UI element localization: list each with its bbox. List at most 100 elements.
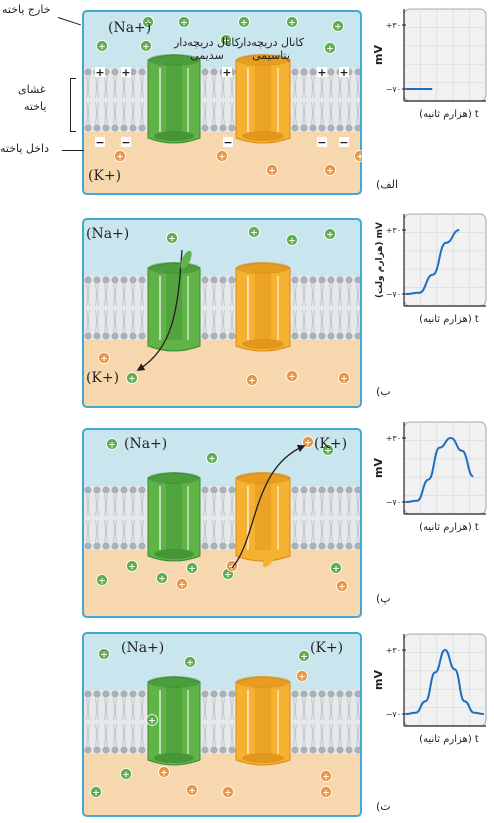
na-ion: + xyxy=(286,234,298,247)
panel-border xyxy=(82,218,362,408)
negative-charge: − xyxy=(339,136,348,149)
k-ion: + xyxy=(216,150,228,163)
positive-charge-box xyxy=(339,67,349,77)
svg-text:+: + xyxy=(288,19,296,29)
na-ion: + xyxy=(298,650,310,663)
label-outside-cell: خارج یاخته xyxy=(2,3,51,16)
svg-text:+: + xyxy=(186,659,194,669)
svg-text:+: + xyxy=(334,23,342,33)
svg-text:+: + xyxy=(158,575,166,585)
negative-charge-box xyxy=(339,137,349,147)
k-ion: + xyxy=(320,786,332,799)
graph-x-label: (هزارم ثانیه) t xyxy=(419,734,479,745)
na-ion: + xyxy=(286,16,298,29)
k-efflux-arrow xyxy=(231,444,306,569)
positive-charge: + xyxy=(317,66,326,79)
negative-charge: − xyxy=(317,136,326,149)
graph-tick-bottom: −۷۰ xyxy=(386,85,401,94)
svg-text:+: + xyxy=(98,43,106,53)
graph-tick-top: +۳۰ xyxy=(386,646,401,655)
svg-text:+: + xyxy=(218,153,226,163)
sodium-channel xyxy=(147,676,201,766)
svg-text:+: + xyxy=(188,565,196,575)
bracket xyxy=(70,78,76,132)
panel-t: + + + + + + + + + + + + xyxy=(82,632,362,817)
svg-text:+: + xyxy=(224,789,232,799)
na-ion: + xyxy=(238,16,250,29)
svg-text:+: + xyxy=(100,651,108,661)
graph-tick-bottom: −۷۰ xyxy=(386,290,401,299)
na-channel-label-2: سدیمی xyxy=(190,49,224,62)
panel-border xyxy=(82,632,362,817)
svg-text:+: + xyxy=(144,19,152,29)
panel-border xyxy=(82,428,362,618)
k-ion: + xyxy=(266,164,278,177)
svg-text:+: + xyxy=(248,377,256,387)
k-ion: + xyxy=(98,352,110,365)
na-ion: + xyxy=(120,768,132,781)
graph-y-label: mV xyxy=(372,670,385,690)
k-ion: + xyxy=(114,150,126,163)
panel-a: + + + + + + + + + + + + + + + + + + + − − − − − xyxy=(82,10,366,195)
na-ion: + xyxy=(156,572,168,585)
svg-text:+: + xyxy=(300,653,308,663)
k-ion: + xyxy=(222,786,234,799)
k-ion-label-t: (K+) xyxy=(310,640,344,656)
svg-text:+: + xyxy=(188,787,196,797)
na-ion: + xyxy=(322,444,334,457)
svg-text:+: + xyxy=(208,455,216,465)
na-ion: + xyxy=(206,452,218,465)
svg-text:+: + xyxy=(128,375,136,385)
na-ion: + xyxy=(166,232,178,245)
panel-p-scene: +++++++++++++ xyxy=(82,428,362,618)
k-channel-label-2: پتاسیمی xyxy=(252,49,290,62)
k-ion-label-p: (K+) xyxy=(314,436,348,452)
na-ion: + xyxy=(90,786,102,799)
negative-charge-box xyxy=(223,137,233,147)
negative-charge-box xyxy=(317,137,327,147)
svg-text:+: + xyxy=(98,577,106,587)
svg-text:+: + xyxy=(180,19,188,29)
svg-text:+: + xyxy=(268,167,276,177)
svg-text:+: + xyxy=(288,373,296,383)
leader-inside xyxy=(62,150,84,151)
extracellular-space xyxy=(83,633,361,697)
na-ion: + xyxy=(178,16,190,29)
svg-text:+: + xyxy=(148,717,156,727)
k-gate xyxy=(262,548,278,568)
k-ion: + xyxy=(338,372,350,385)
panel-t-scene: + + + + + + + + + + + + xyxy=(82,632,362,817)
svg-text:+: + xyxy=(178,581,186,591)
positive-charge: + xyxy=(121,66,130,79)
k-ion: + xyxy=(324,164,336,177)
na-ion: + xyxy=(106,438,118,451)
na-ion: + xyxy=(96,574,108,587)
na-ion-label-t: (Na+) xyxy=(121,640,165,656)
panel-letter-p: پ) xyxy=(376,592,391,605)
na-ion: + xyxy=(146,714,158,727)
svg-text:+: + xyxy=(288,237,296,247)
k-ion: + xyxy=(246,374,258,387)
svg-text:+: + xyxy=(340,375,348,385)
panel-a-scene: + + + + ++ ++++ ++ +++ + + + +− − − − − xyxy=(82,10,366,195)
k-ion: + xyxy=(186,784,198,797)
svg-text:+: + xyxy=(222,37,230,47)
svg-text:+: + xyxy=(92,789,100,799)
panel-letter-b: ب) xyxy=(376,385,391,398)
negative-charge: − xyxy=(223,136,232,149)
extracellular-space xyxy=(83,219,361,283)
na-gate xyxy=(180,250,192,270)
extracellular-space xyxy=(83,429,361,493)
na-ion-label-b: (Na+) xyxy=(86,226,130,242)
na-channel-label-1: کانال دریچه‌دار xyxy=(173,36,241,49)
graph-t: +۳۰ −۷۰ mV (هزارم ثانیه) t xyxy=(372,633,487,745)
svg-text:+: + xyxy=(304,439,312,449)
potassium-channel xyxy=(235,262,291,352)
svg-text:+: + xyxy=(322,773,330,783)
graph-p: +۳۰ −۷۰ mV (هزارم ثانیه) t xyxy=(372,421,487,533)
sodium-channel xyxy=(147,262,201,352)
graph-tick-top: +۳۰ xyxy=(386,434,401,443)
graph-y-label: mV xyxy=(372,45,385,65)
negative-charge: − xyxy=(95,136,104,149)
graph-tick-bottom: −۷۰ xyxy=(386,498,401,507)
